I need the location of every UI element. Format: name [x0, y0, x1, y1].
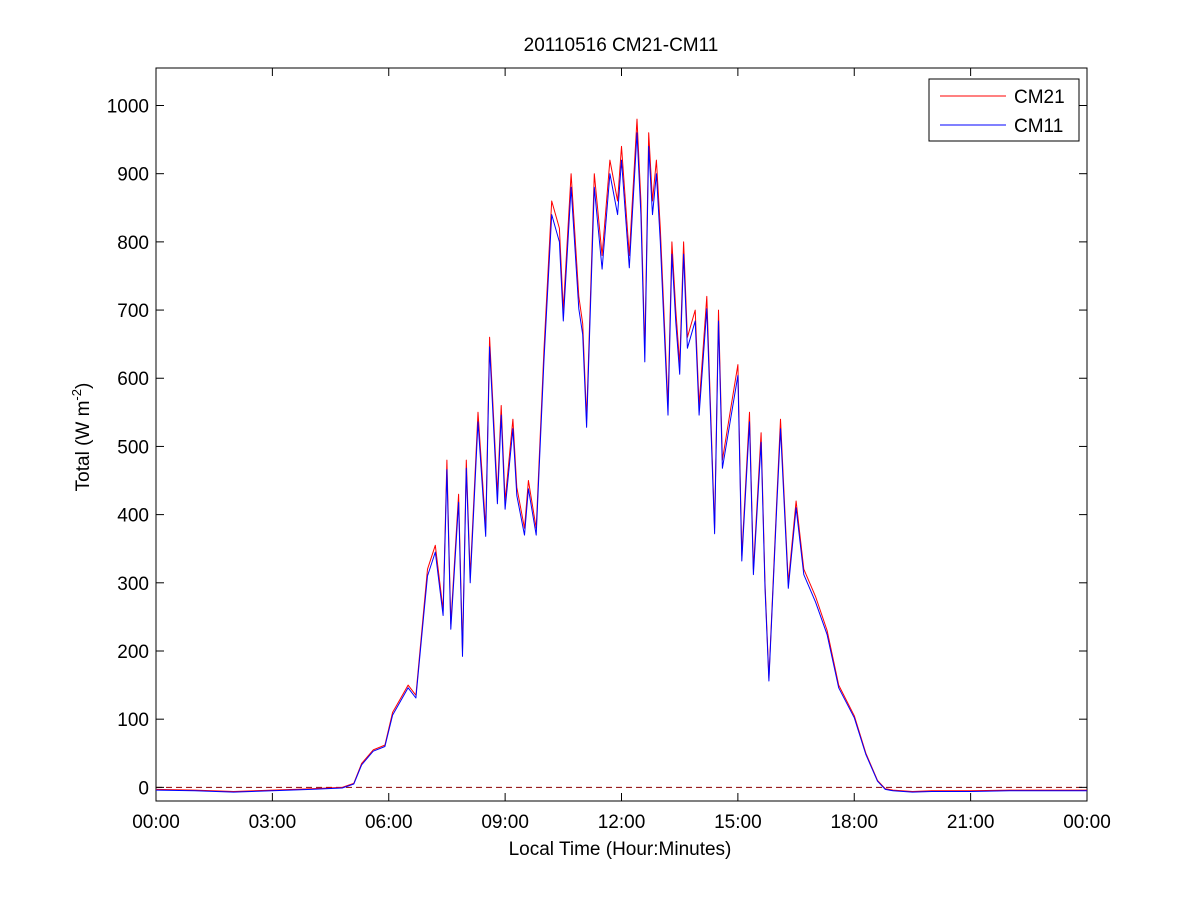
x-tick-label: 15:00: [714, 812, 762, 833]
series-line-cm21: [155, 118, 1087, 792]
x-tick-label: 09:00: [481, 812, 529, 833]
x-tick-label: 12:00: [598, 812, 646, 833]
y-tick-label: 600: [117, 369, 149, 390]
y-axis-label: Total (W m-2): [69, 383, 94, 492]
chart-title: 20110516 CM21-CM11: [524, 35, 719, 56]
x-axis-label: Local Time (Hour:Minutes): [509, 839, 732, 860]
legend-box: [928, 78, 1080, 142]
x-tick-label: 03:00: [249, 812, 297, 833]
x-tick-label: 06:00: [365, 812, 413, 833]
y-tick-label: 1000: [107, 97, 149, 118]
y-tick-label: 0: [138, 778, 149, 799]
y-tick-label: 500: [117, 437, 149, 458]
x-tick-label: 00:00: [132, 812, 180, 833]
y-tick-label: 200: [117, 642, 149, 663]
y-tick-label: 700: [117, 301, 149, 322]
y-axis-label-close: ): [73, 383, 94, 389]
x-axis: 00:00 03:00 06:00 09:00 12:00 15:00 18:00 21:00…: [132, 68, 1111, 833]
y-axis-label-exponent: -2: [69, 389, 84, 401]
legend: CM21 CM11: [928, 78, 1080, 142]
y-tick-label: 800: [117, 233, 149, 254]
y-tick-label: 400: [117, 506, 149, 527]
x-tick-label: 00:00: [1063, 812, 1111, 833]
series-line-cm11: [155, 132, 1087, 793]
series-layer: [155, 118, 1087, 793]
y-tick-label: 900: [117, 165, 149, 186]
plot-area-frame: [155, 67, 1088, 802]
y-tick-label: 300: [117, 574, 149, 595]
legend-label-cm11: CM11: [1014, 116, 1063, 137]
y-tick-label: 100: [117, 710, 149, 731]
x-tick-label: 21:00: [947, 812, 995, 833]
x-tick-label: 18:00: [830, 812, 878, 833]
y-axis-label-main: Total (W m: [73, 401, 94, 492]
legend-label-cm21: CM21: [1014, 87, 1065, 108]
y-axis: 0 100 200 300 400 500 600 700 800 900 1000: [107, 97, 1087, 799]
